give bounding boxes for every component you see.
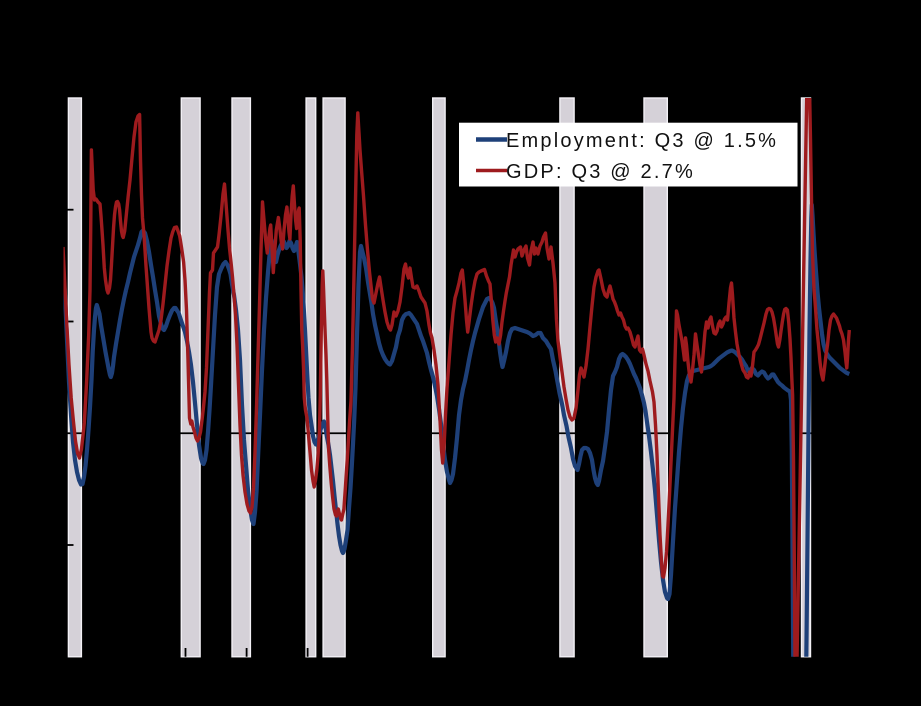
svg-text:Employment: Q3 @ 1.5%: Employment: Q3 @ 1.5%: [506, 130, 778, 152]
svg-text:GDP: Q3 @ 2.7%: GDP: Q3 @ 2.7%: [506, 161, 695, 183]
